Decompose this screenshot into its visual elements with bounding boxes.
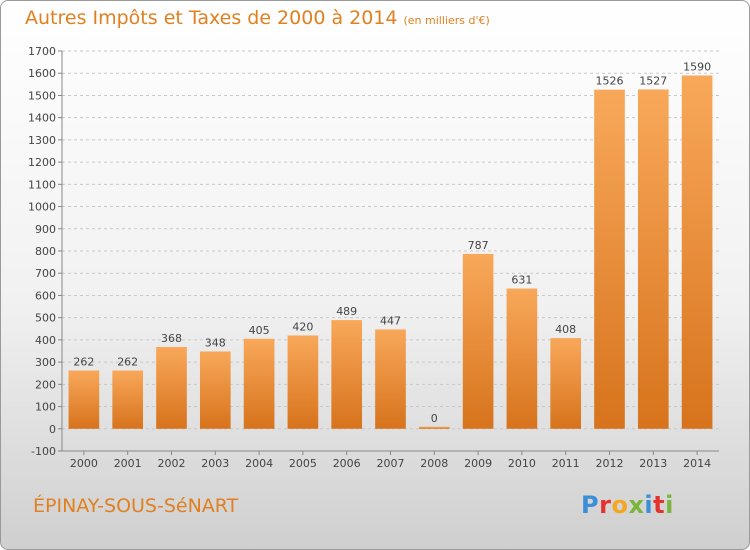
chart-unit: (en milliers d'€)	[403, 14, 490, 27]
bar-2014	[681, 75, 713, 429]
bar-2009	[462, 253, 494, 429]
bar-2007	[375, 329, 406, 429]
data-label-2002: 368	[161, 332, 182, 345]
x-tick-label: 2014	[683, 457, 711, 470]
data-label-2003: 348	[205, 336, 226, 349]
bar-2002	[156, 347, 187, 429]
y-tick-label: 1000	[28, 201, 56, 214]
y-tick-label: 300	[35, 356, 56, 369]
axes: -100 0 100 200 300 400 500 600 700 800 900 1000 1100…	[28, 45, 719, 458]
data-label-2000: 262	[73, 356, 94, 369]
y-tick-label: 700	[35, 267, 56, 280]
y-tick-label: -100	[31, 445, 56, 458]
x-tick-label: 2002	[158, 457, 186, 470]
bar-2000	[68, 370, 100, 429]
y-tick-label: 800	[35, 245, 56, 258]
data-label-2010: 631	[511, 274, 532, 287]
logo-letter: P	[581, 491, 600, 519]
y-tick-label: 400	[35, 334, 56, 347]
logo-letter: i	[665, 491, 674, 519]
x-tick-label: 2010	[508, 457, 536, 470]
logo-letter: o	[611, 491, 629, 519]
y-tick-label: 500	[35, 312, 56, 325]
y-tick-label: 1500	[28, 89, 56, 102]
x-tick-label: 2003	[201, 457, 229, 470]
data-label-2011: 408	[555, 323, 576, 336]
labels: 2000 262 2001 262 2002 368 2003 348 2004 405 2005 4…	[70, 60, 711, 470]
data-label-2005: 420	[292, 320, 313, 333]
x-tick-label: 2000	[70, 457, 98, 470]
x-tick-label: 2001	[114, 457, 142, 470]
bar-2013	[637, 89, 669, 429]
bars	[68, 75, 713, 429]
bar-2011	[550, 338, 582, 429]
data-label-2007: 447	[380, 314, 401, 327]
x-tick-label: 2006	[333, 457, 361, 470]
y-tick-label: 1200	[28, 156, 56, 169]
y-tick-label: 600	[35, 289, 56, 302]
y-tick-label: 1600	[28, 67, 56, 80]
x-tick-label: 2007	[377, 457, 405, 470]
bar-2005	[287, 335, 319, 429]
y-tick-label: 100	[35, 401, 56, 414]
x-tick-label: 2004	[245, 457, 273, 470]
logo-letter: r	[599, 491, 612, 519]
logo-letter: x	[628, 491, 645, 519]
bar-2001	[112, 370, 144, 429]
y-tick-label: 1100	[28, 178, 56, 191]
y-tick-label: 900	[35, 223, 56, 236]
x-tick-label: 2005	[289, 457, 317, 470]
data-label-2009: 787	[468, 239, 489, 252]
y-tick-label: 1700	[28, 45, 56, 58]
x-tick-label: 2011	[552, 457, 580, 470]
y-tick-label: 1300	[28, 134, 56, 147]
logo-letter: t	[653, 491, 666, 519]
data-label-2013: 1527	[639, 74, 667, 87]
data-label-2012: 1526	[596, 75, 624, 88]
y-tick-label: 200	[35, 378, 56, 391]
chart-title-text: Autres Impôts et Taxes de 2000 à 2014	[25, 7, 398, 29]
bar-2010	[506, 288, 538, 429]
y-tick-label: 0	[49, 423, 56, 436]
data-label-2004: 405	[249, 324, 270, 337]
data-label-2006: 489	[336, 305, 357, 318]
data-label-2001: 262	[117, 356, 138, 369]
data-label-2014: 1590	[683, 60, 711, 73]
data-label-2008: 0	[431, 412, 438, 425]
y-tick-label: 1400	[28, 112, 56, 125]
bar-2012	[594, 89, 625, 429]
x-tick-label: 2008	[420, 457, 448, 470]
commune-name: ÉPINAY-SOUS-SéNART	[33, 495, 239, 517]
chart-title: Autres Impôts et Taxes de 2000 à 2014 (en…	[25, 7, 490, 29]
x-tick-label: 2009	[464, 457, 492, 470]
x-tick-label: 2012	[596, 457, 624, 470]
proxiti-logo: Proxiti	[581, 491, 674, 519]
bar-2008	[418, 426, 450, 429]
logo-letter: i	[644, 491, 654, 519]
bar-2006	[331, 320, 363, 429]
bar-2004	[243, 338, 275, 429]
x-tick-label: 2013	[639, 457, 667, 470]
bar-2003	[199, 351, 231, 429]
